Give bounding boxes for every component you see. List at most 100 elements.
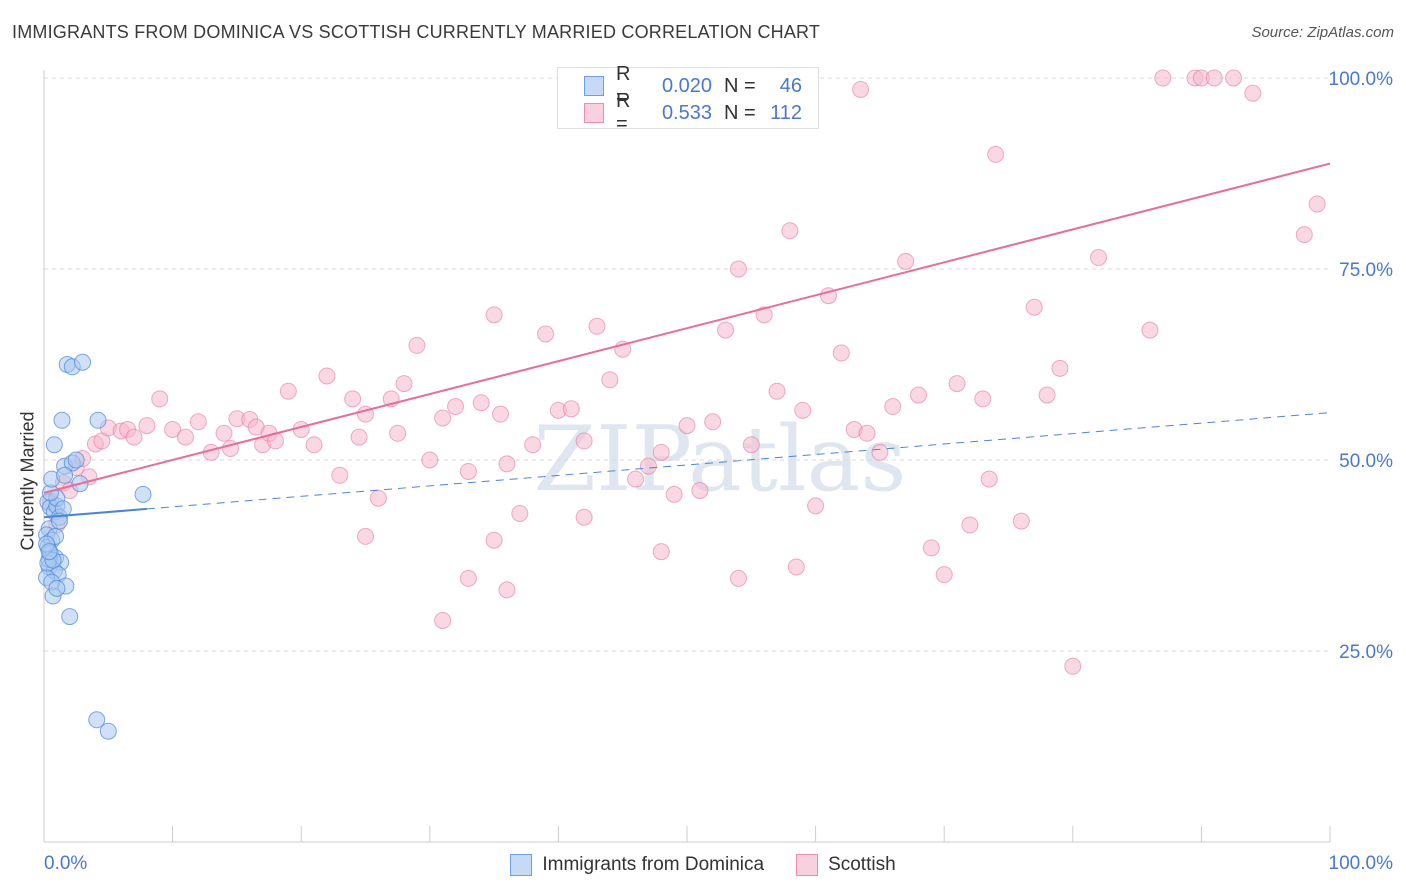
scottish-point bbox=[472, 394, 490, 412]
scottish-point bbox=[350, 428, 368, 446]
scottish-point bbox=[1038, 386, 1056, 404]
scottish-point bbox=[331, 466, 349, 484]
scottish-point bbox=[459, 569, 477, 587]
scottish-point bbox=[562, 400, 580, 418]
scottish-point bbox=[357, 527, 374, 545]
dominica-point bbox=[48, 579, 66, 597]
scottish-point bbox=[768, 382, 786, 400]
scottish-point bbox=[961, 516, 979, 534]
scottish-point bbox=[1308, 195, 1326, 213]
scottish-point bbox=[639, 457, 657, 475]
dominica-trendline bbox=[43, 507, 147, 519]
scottish-point bbox=[537, 325, 555, 343]
dominica-trendline-extension bbox=[146, 412, 1331, 510]
y-tick-label: 100.0% bbox=[1329, 69, 1394, 90]
scottish-point bbox=[575, 432, 593, 450]
scottish-point bbox=[807, 497, 825, 515]
scottish-point bbox=[151, 390, 169, 408]
dominica-point bbox=[88, 711, 106, 729]
scottish-point bbox=[627, 470, 645, 488]
series-swatch-dominica bbox=[510, 854, 533, 876]
scottish-point bbox=[164, 420, 182, 438]
chart-title: IMMIGRANTS FROM DOMINICA VS SCOTTISH CUR… bbox=[12, 22, 821, 42]
scottish-point bbox=[189, 413, 207, 431]
scottish-point bbox=[858, 424, 876, 442]
dominica-point bbox=[40, 543, 58, 561]
scottish-point bbox=[717, 321, 735, 339]
dominica-point bbox=[134, 485, 152, 503]
scottish-point bbox=[871, 443, 889, 461]
scottish-point bbox=[1154, 69, 1172, 87]
scottish-point bbox=[1295, 226, 1313, 244]
legend-r-value: 0.020 bbox=[661, 74, 712, 97]
scottish-point bbox=[524, 436, 542, 454]
scottish-point bbox=[729, 260, 747, 278]
scottish-point bbox=[852, 80, 870, 98]
scottish-point bbox=[987, 145, 1005, 163]
scottish-point bbox=[742, 436, 760, 454]
scottish-point bbox=[344, 390, 362, 408]
scottish-point bbox=[485, 531, 503, 549]
scottish-point bbox=[215, 424, 233, 442]
dominica-point bbox=[45, 436, 63, 454]
dominica-point bbox=[67, 451, 85, 469]
y-axis-label: Currently Married bbox=[17, 411, 38, 551]
scottish-point bbox=[125, 428, 143, 446]
scottish-point bbox=[485, 306, 503, 324]
scottish-point bbox=[974, 390, 992, 408]
series-legend-label: Immigrants from Dominica bbox=[542, 854, 765, 875]
scottish-point bbox=[279, 382, 297, 400]
dominica-point bbox=[56, 466, 74, 484]
scottish-point bbox=[1205, 69, 1223, 87]
scottish-point bbox=[138, 417, 156, 435]
scottish-point bbox=[729, 569, 747, 587]
legend-row-scottish: R = 0.533 N = 112 bbox=[584, 90, 802, 135]
series-swatch-scottish bbox=[796, 854, 819, 876]
scottish-point bbox=[1225, 69, 1243, 87]
scottish-point bbox=[601, 371, 619, 389]
scottish-point bbox=[1025, 298, 1043, 316]
scottish-point bbox=[498, 455, 516, 473]
scottish-point bbox=[369, 489, 387, 507]
y-tick-label: 75.0% bbox=[1339, 260, 1393, 281]
scottish-point bbox=[794, 401, 812, 419]
legend-n-label: N = bbox=[724, 101, 756, 124]
scottish-point bbox=[691, 482, 709, 500]
dominica-point bbox=[89, 411, 107, 429]
legend-n-label: N = bbox=[724, 74, 756, 97]
legend-r-label: R = bbox=[616, 63, 631, 108]
scottish-point bbox=[897, 252, 915, 270]
y-tick-label: 50.0% bbox=[1339, 451, 1393, 472]
scottish-point bbox=[755, 306, 773, 324]
scottish-point bbox=[665, 485, 683, 503]
legend-n-value: 112 bbox=[770, 101, 802, 124]
scottish-point bbox=[498, 581, 516, 599]
scottish-point bbox=[909, 386, 927, 404]
scottish-point bbox=[1064, 657, 1082, 675]
series-legend-item-scottish: Scottish bbox=[796, 854, 896, 876]
scottish-point bbox=[884, 398, 902, 416]
legend-r-label: R = bbox=[616, 90, 631, 135]
scottish-point bbox=[1141, 321, 1159, 339]
scottish-point bbox=[511, 504, 529, 522]
scottish-point bbox=[447, 398, 465, 416]
scottish-point bbox=[922, 539, 940, 557]
y-tick-label: 25.0% bbox=[1339, 642, 1393, 663]
scottish-point bbox=[434, 611, 452, 629]
series-legend-label: Scottish bbox=[828, 854, 896, 875]
scottish-point bbox=[787, 558, 805, 576]
series-legend: Immigrants from Dominica Scottish bbox=[0, 852, 1406, 878]
scottish-point bbox=[704, 413, 722, 431]
legend-row-dominica: R = 0.020 N = 46 bbox=[584, 63, 802, 108]
source-label: Source: ZipAtlas.com bbox=[1251, 24, 1394, 41]
scottish-point bbox=[305, 436, 323, 454]
scottish-point bbox=[459, 462, 477, 480]
scottish-point bbox=[1244, 84, 1262, 102]
scottish-point bbox=[781, 222, 799, 240]
scottish-point bbox=[935, 566, 953, 584]
dominica-point bbox=[99, 722, 117, 740]
legend-n-value: 46 bbox=[779, 74, 802, 97]
scottish-point bbox=[588, 317, 606, 335]
scottish-point bbox=[434, 409, 452, 427]
